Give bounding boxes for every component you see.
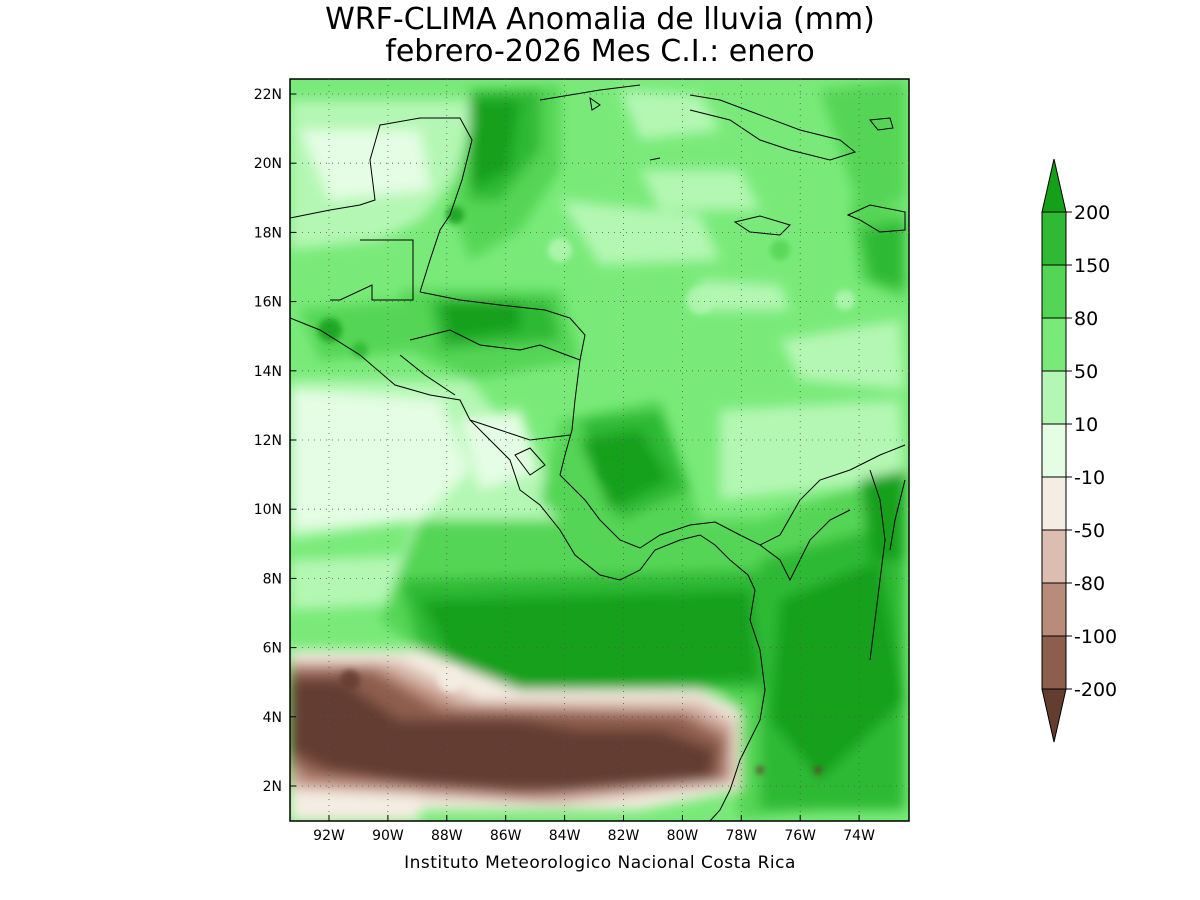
latitude-axis: 22N 20N 18N 16N 14N 12N 10N 8N 6N 4N 2N	[254, 87, 296, 795]
credit-text: Instituto Meteorologico Nacional Costa R…	[404, 853, 796, 873]
lat-tick-label: 16N	[254, 295, 282, 311]
lon-tick-label: 76W	[784, 828, 816, 844]
longitude-axis: 92W 90W 88W 86W 84W 82W 80W 78W 76W 74W	[313, 815, 875, 844]
lon-tick-label: 92W	[313, 828, 345, 844]
legend-label: -80	[1074, 573, 1105, 595]
lat-tick-label: 12N	[254, 433, 282, 449]
legend-label: 50	[1074, 361, 1098, 383]
legend-swatch-top	[1041, 158, 1067, 213]
lat-tick-label: 10N	[254, 502, 282, 518]
legend-label: -100	[1074, 626, 1117, 648]
legend-swatch	[1041, 370, 1067, 425]
legend-swatch	[1041, 211, 1067, 266]
legend-swatch	[1041, 582, 1067, 637]
lat-tick-label: 14N	[254, 364, 282, 380]
legend-swatch	[1041, 264, 1067, 319]
lon-tick-label: 84W	[549, 828, 581, 844]
lat-tick-label: 22N	[254, 87, 282, 103]
map-subtitle: febrero-2026 Mes C.I.: enero	[385, 34, 815, 69]
legend-swatch	[1041, 476, 1067, 531]
graticule	[290, 79, 909, 821]
legend-label: 10	[1074, 414, 1098, 436]
lon-tick-label: 74W	[843, 828, 875, 844]
coastline	[290, 84, 906, 821]
lat-tick-label: 2N	[263, 779, 282, 795]
legend-swatch	[1041, 423, 1067, 478]
lon-tick-label: 88W	[431, 828, 463, 844]
lat-tick-label: 4N	[263, 710, 282, 726]
lon-tick-label: 80W	[667, 828, 699, 844]
color-legend: 200 150 80 50 10 -10 -50 -80 -100 -200	[1041, 158, 1117, 743]
legend-swatch	[1041, 635, 1067, 690]
legend-label: -50	[1074, 520, 1105, 542]
lat-tick-label: 6N	[263, 641, 282, 657]
map-frame	[289, 78, 910, 822]
lon-tick-label: 90W	[372, 828, 404, 844]
anomaly-field	[290, 79, 909, 821]
legend-swatch	[1041, 529, 1067, 584]
lat-tick-label: 20N	[254, 156, 282, 172]
lat-tick-label: 18N	[254, 225, 282, 241]
lat-tick-label: 8N	[263, 571, 282, 587]
legend-swatch	[1041, 317, 1067, 372]
legend-label: -200	[1074, 679, 1117, 701]
lon-tick-label: 78W	[725, 828, 757, 844]
lon-tick-label: 82W	[608, 828, 640, 844]
legend-label: -10	[1074, 467, 1105, 489]
lon-tick-label: 86W	[490, 828, 522, 844]
map-title: WRF-CLIMA Anomalia de lluvia (mm)	[325, 2, 875, 37]
legend-label: 80	[1074, 308, 1098, 330]
legend-label: 200	[1074, 202, 1110, 224]
legend-label: 150	[1074, 255, 1110, 277]
legend-swatch-bottom	[1041, 688, 1067, 743]
